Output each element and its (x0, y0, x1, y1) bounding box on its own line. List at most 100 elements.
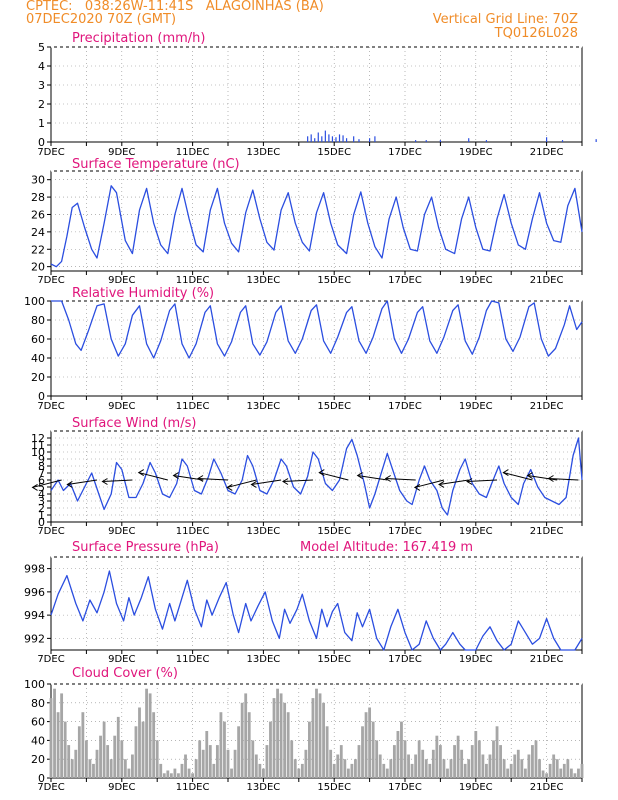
wind-arrow-shaft (198, 478, 229, 481)
wind-arrow-shaft (385, 478, 416, 481)
cloud-bar (442, 759, 446, 778)
cloud-bar (453, 745, 456, 778)
x-tick-label: 21DEC (530, 401, 564, 412)
cloud-bar (77, 726, 81, 778)
cloud-bar (325, 726, 329, 778)
cloud-bar (382, 763, 386, 778)
x-tick-label: 13DEC (247, 782, 281, 793)
cloud-bar (548, 763, 552, 778)
cloud-bar (191, 773, 195, 778)
cloud-bar (173, 768, 177, 778)
x-tick-label: 17DEC (388, 654, 422, 665)
x-tick-label: 21DEC (530, 654, 564, 665)
cloud-bar (392, 745, 396, 778)
cloud-bar (233, 749, 237, 778)
header-station-line: CPTEC: 038:26W-11:41S ALAGOINHAS (BA) (26, 0, 324, 14)
y-tick-label: 100 (24, 678, 45, 691)
wind-arrow-head (502, 469, 509, 477)
cloud-bar (400, 721, 403, 778)
wind-arrow-shaft (527, 475, 558, 481)
cloud-bar (506, 768, 510, 778)
x-tick-label: 15DEC (317, 654, 351, 665)
cloud-bar (177, 773, 180, 778)
x-tick-label: 7DEC (37, 401, 64, 412)
cloud-bar (446, 768, 449, 778)
cloud-bar (569, 768, 573, 778)
cloud-bar (261, 768, 265, 778)
panel-2 (47, 300, 583, 400)
x-tick-label: 11DEC (176, 654, 210, 665)
y-tick-label: 4 (38, 60, 45, 73)
panel-title: Relative Humidity (%) (72, 286, 214, 301)
x-tick-label: 7DEC (37, 526, 64, 537)
wind-arrow-shaft (173, 475, 204, 481)
cloud-bar (272, 698, 276, 778)
cloud-bar (449, 759, 453, 778)
cloud-bar (577, 768, 580, 778)
x-tick-label: 11DEC (176, 782, 210, 793)
cloud-bar (283, 702, 287, 778)
panel-title: Surface Wind (m/s) (72, 416, 196, 431)
x-tick-label: 21DEC (530, 526, 564, 537)
cloud-bar (187, 768, 191, 778)
cloud-bar (308, 721, 311, 778)
panel-4 (47, 556, 583, 654)
cloud-bar (269, 721, 272, 778)
cloud-bar (389, 759, 393, 778)
wind-arrow-shaft (357, 475, 388, 481)
y-tick-label: 0 (38, 516, 45, 529)
cloud-bar (463, 763, 467, 778)
panel-title: Surface Temperature (nC) (72, 157, 240, 172)
cloud-bar (162, 773, 166, 778)
wind-arrow-head (226, 483, 233, 491)
cloud-bar (375, 740, 379, 778)
y-tick-label: 992 (24, 632, 45, 645)
cloud-bar (240, 702, 244, 778)
wind-arrow-shaft (102, 479, 133, 482)
cloud-bar (329, 749, 333, 778)
y-tick-label: 994 (24, 609, 45, 622)
cloud-bar (414, 754, 418, 778)
x-tick-label: 7DEC (37, 147, 64, 158)
cloud-bar (343, 759, 347, 778)
y-tick-label: 80 (31, 697, 45, 710)
cloud-bar (481, 754, 485, 778)
cloud-bar (300, 763, 304, 778)
cloud-bar (265, 745, 269, 778)
cloud-bar (194, 759, 198, 778)
wind-arrow-shaft (282, 479, 313, 482)
wind-arrow-head (101, 478, 108, 485)
wind-arrow-head (547, 475, 554, 482)
cloud-bar (92, 763, 95, 778)
cloud-bar (460, 749, 464, 778)
cloud-bar (254, 754, 258, 778)
cloud-bar (53, 688, 56, 778)
cloud-bar (219, 712, 223, 778)
y-tick-label: 24 (31, 226, 45, 239)
x-tick-label: 15DEC (317, 526, 351, 537)
cloud-bar (410, 763, 414, 778)
x-tick-label: 19DEC (459, 275, 493, 286)
x-tick-label: 15DEC (317, 147, 351, 158)
series-line (50, 437, 583, 516)
cloud-bar (258, 763, 262, 778)
x-tick-label: 9DEC (108, 654, 135, 665)
y-tick-label: 60 (31, 716, 45, 729)
x-tick-label: 19DEC (459, 654, 493, 665)
y-tick-label: 0 (38, 772, 45, 785)
cloud-bar (488, 754, 492, 778)
cloud-bar (322, 702, 325, 778)
x-tick-label: 9DEC (108, 782, 135, 793)
cloud-bar (169, 773, 173, 778)
cloud-bar (304, 749, 308, 778)
cloud-bar (123, 759, 127, 778)
cloud-bar (88, 759, 92, 778)
panel-title: Precipitation (mm/h) (72, 31, 205, 46)
cloud-bar (531, 745, 534, 778)
x-tick-label: 19DEC (459, 401, 493, 412)
x-tick-label: 19DEC (459, 526, 493, 537)
x-tick-label: 9DEC (108, 526, 135, 537)
cloud-bar (106, 745, 110, 778)
wind-arrow-head (384, 475, 391, 482)
